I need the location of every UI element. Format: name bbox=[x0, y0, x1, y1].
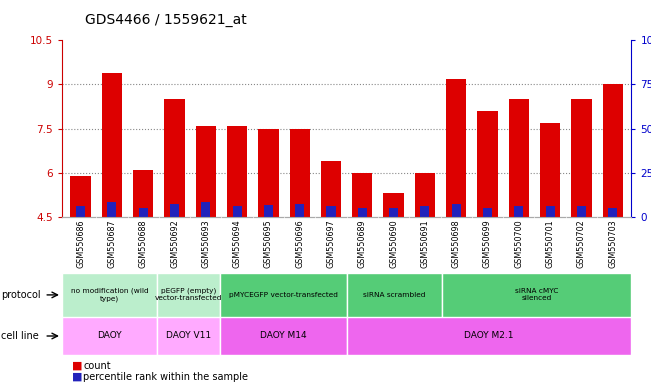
Bar bbox=[571, 99, 592, 217]
Bar bbox=[603, 84, 623, 217]
Bar bbox=[232, 206, 242, 217]
Text: ■: ■ bbox=[72, 361, 82, 371]
Bar bbox=[446, 79, 466, 217]
Bar bbox=[540, 123, 561, 217]
Bar bbox=[76, 206, 85, 217]
Text: GSM550695: GSM550695 bbox=[264, 220, 273, 268]
Text: GSM550688: GSM550688 bbox=[139, 220, 148, 268]
Text: GSM550689: GSM550689 bbox=[358, 220, 367, 268]
Text: DAOY M14: DAOY M14 bbox=[260, 331, 307, 341]
Text: cell line: cell line bbox=[1, 331, 39, 341]
Text: GSM550701: GSM550701 bbox=[546, 220, 555, 268]
Bar bbox=[201, 202, 210, 217]
Bar bbox=[352, 173, 372, 217]
Text: GSM550691: GSM550691 bbox=[421, 220, 430, 268]
Bar bbox=[383, 194, 404, 217]
Bar bbox=[508, 99, 529, 217]
Bar bbox=[164, 99, 185, 217]
Bar bbox=[415, 173, 435, 217]
Bar bbox=[264, 205, 273, 217]
Text: GSM550687: GSM550687 bbox=[107, 220, 117, 268]
Text: GSM550700: GSM550700 bbox=[514, 220, 523, 268]
Bar bbox=[258, 129, 279, 217]
Text: siRNA cMYC
silenced: siRNA cMYC silenced bbox=[515, 288, 558, 301]
Bar bbox=[133, 170, 154, 217]
Bar bbox=[62, 273, 157, 317]
Text: GSM550697: GSM550697 bbox=[327, 220, 335, 268]
Bar bbox=[139, 207, 148, 217]
Bar bbox=[70, 176, 90, 217]
Bar bbox=[220, 273, 346, 317]
Bar bbox=[514, 206, 523, 217]
Bar bbox=[389, 207, 398, 217]
Bar bbox=[483, 207, 492, 217]
Bar bbox=[347, 317, 631, 355]
Text: count: count bbox=[83, 361, 111, 371]
Text: DAOY V11: DAOY V11 bbox=[166, 331, 211, 341]
Bar bbox=[321, 161, 341, 217]
Bar bbox=[421, 206, 430, 217]
Bar bbox=[107, 202, 117, 217]
Bar bbox=[290, 129, 310, 217]
Text: GSM550702: GSM550702 bbox=[577, 220, 586, 268]
Bar bbox=[358, 207, 367, 217]
Bar bbox=[170, 204, 179, 217]
Text: siRNA scrambled: siRNA scrambled bbox=[363, 292, 425, 298]
Text: GSM550686: GSM550686 bbox=[76, 220, 85, 268]
Bar bbox=[295, 204, 304, 217]
Bar bbox=[441, 273, 631, 317]
Text: GSM550692: GSM550692 bbox=[170, 220, 179, 268]
Text: GSM550698: GSM550698 bbox=[452, 220, 461, 268]
Text: percentile rank within the sample: percentile rank within the sample bbox=[83, 372, 248, 382]
Bar bbox=[220, 317, 346, 355]
Bar bbox=[227, 126, 247, 217]
Text: ■: ■ bbox=[72, 372, 82, 382]
Bar bbox=[608, 207, 617, 217]
Bar bbox=[157, 273, 220, 317]
Bar bbox=[347, 273, 441, 317]
Bar bbox=[477, 111, 497, 217]
Text: GSM550694: GSM550694 bbox=[232, 220, 242, 268]
Bar bbox=[157, 317, 220, 355]
Text: DAOY: DAOY bbox=[97, 331, 122, 341]
Text: DAOY M2.1: DAOY M2.1 bbox=[464, 331, 514, 341]
Text: GDS4466 / 1559621_at: GDS4466 / 1559621_at bbox=[85, 13, 246, 27]
Text: GSM550696: GSM550696 bbox=[295, 220, 304, 268]
Text: pEGFP (empty)
vector-transfected: pEGFP (empty) vector-transfected bbox=[155, 288, 222, 301]
Text: no modification (wild
type): no modification (wild type) bbox=[70, 288, 148, 302]
Bar bbox=[546, 206, 555, 217]
Bar bbox=[102, 73, 122, 217]
Text: GSM550699: GSM550699 bbox=[483, 220, 492, 268]
Bar bbox=[62, 317, 157, 355]
Bar bbox=[452, 204, 461, 217]
Text: protocol: protocol bbox=[1, 290, 41, 300]
Bar bbox=[577, 206, 586, 217]
Text: GSM550693: GSM550693 bbox=[201, 220, 210, 268]
Text: pMYCEGFP vector-transfected: pMYCEGFP vector-transfected bbox=[229, 292, 338, 298]
Bar bbox=[326, 206, 335, 217]
Bar bbox=[196, 126, 216, 217]
Text: GSM550690: GSM550690 bbox=[389, 220, 398, 268]
Text: GSM550703: GSM550703 bbox=[608, 220, 617, 268]
